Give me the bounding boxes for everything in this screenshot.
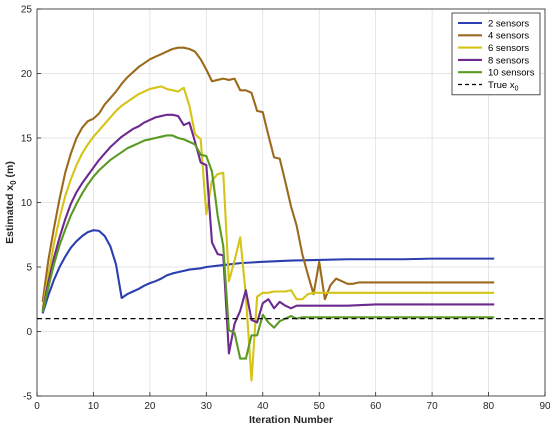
y-tick-label: 15 bbox=[21, 134, 33, 145]
series-line-5 bbox=[41, 134, 495, 360]
y-tick-label: 5 bbox=[26, 263, 32, 274]
series-line-4 bbox=[41, 113, 495, 355]
y-axis-label-main: Estimated x bbox=[4, 185, 16, 244]
series-line-1 bbox=[41, 229, 495, 314]
legend-label: 8 sensors bbox=[488, 55, 529, 66]
x-tick-label: 80 bbox=[483, 401, 495, 412]
x-tick-label: 10 bbox=[88, 401, 100, 412]
legend-label: 6 sensors bbox=[488, 43, 529, 54]
x-tick-label: 40 bbox=[257, 401, 269, 412]
x-tick-label: 90 bbox=[539, 401, 550, 412]
y-axis-label: Estimated x0 (m) bbox=[4, 161, 18, 244]
y-axis-label-unit: (m) bbox=[4, 161, 16, 180]
legend-label: True x0 bbox=[488, 80, 519, 93]
x-tick-label: 30 bbox=[201, 401, 213, 412]
x-tick-label: 70 bbox=[427, 401, 439, 412]
x-tick-label: 50 bbox=[314, 401, 326, 412]
y-tick-label: 0 bbox=[26, 327, 32, 338]
x-tick-label: 0 bbox=[34, 401, 40, 412]
legend-box bbox=[451, 12, 541, 96]
series-lines bbox=[37, 46, 545, 382]
legend-label: 10 sensors bbox=[488, 68, 535, 79]
x-tick-label: 60 bbox=[370, 401, 382, 412]
legend-label: 2 sensors bbox=[488, 18, 529, 29]
y-tick-label: 10 bbox=[21, 198, 33, 209]
series-line-2 bbox=[41, 46, 495, 302]
y-axis-label-subscript: 0 bbox=[9, 180, 18, 185]
legend-label: 4 sensors bbox=[488, 31, 529, 42]
y-tick-label: 20 bbox=[21, 69, 33, 80]
y-tick-label: 25 bbox=[21, 5, 33, 16]
x-axis-label: Iteration Number bbox=[249, 414, 333, 426]
x-tick-label: 20 bbox=[144, 401, 156, 412]
series-line-3 bbox=[41, 85, 495, 382]
y-tick-label: -5 bbox=[23, 392, 32, 403]
